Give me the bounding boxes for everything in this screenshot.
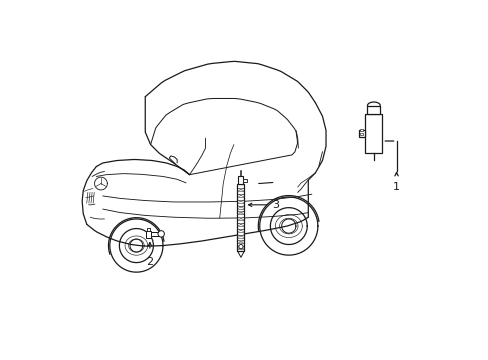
Circle shape [238, 244, 243, 249]
Bar [237, 184, 244, 251]
Text: 2: 2 [146, 257, 153, 267]
Bar [147, 228, 149, 231]
Text: 1: 1 [392, 182, 399, 192]
Bar [359, 129, 362, 131]
Bar [365, 114, 382, 153]
Bar [243, 179, 246, 182]
Bar [145, 231, 151, 238]
Bar [238, 176, 243, 184]
Bar [151, 232, 161, 236]
Bar [358, 130, 365, 138]
Text: 3: 3 [272, 200, 279, 210]
Circle shape [158, 231, 164, 237]
Bar [367, 105, 380, 114]
Bar [359, 132, 362, 135]
